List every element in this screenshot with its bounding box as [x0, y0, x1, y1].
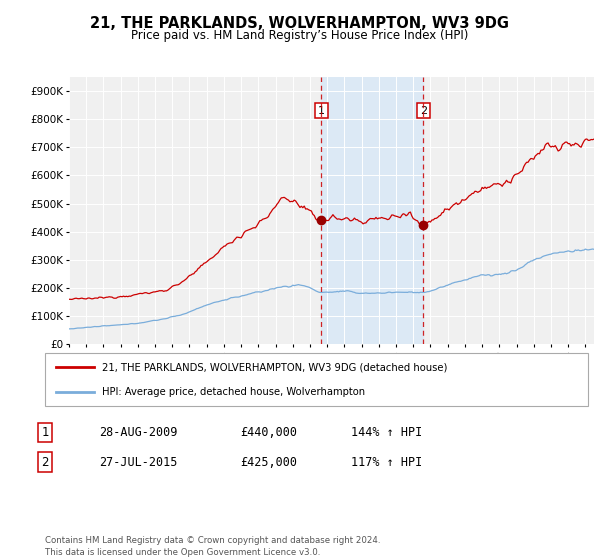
Text: 2: 2	[41, 455, 49, 469]
FancyBboxPatch shape	[45, 353, 588, 406]
Bar	[322, 77, 423, 344]
Text: 27-JUL-2015: 27-JUL-2015	[99, 455, 178, 469]
Text: Contains HM Land Registry data © Crown copyright and database right 2024.
This d: Contains HM Land Registry data © Crown c…	[45, 536, 380, 557]
Text: HPI: Average price, detached house, Wolverhampton: HPI: Average price, detached house, Wolv…	[102, 386, 365, 396]
Text: 144% ↑ HPI: 144% ↑ HPI	[351, 426, 422, 439]
Text: 2: 2	[420, 105, 427, 115]
Text: 1: 1	[41, 426, 49, 439]
Text: 21, THE PARKLANDS, WOLVERHAMPTON, WV3 9DG: 21, THE PARKLANDS, WOLVERHAMPTON, WV3 9D…	[91, 16, 509, 31]
Text: Price paid vs. HM Land Registry’s House Price Index (HPI): Price paid vs. HM Land Registry’s House …	[131, 29, 469, 42]
Text: £440,000: £440,000	[240, 426, 297, 439]
Text: £425,000: £425,000	[240, 455, 297, 469]
Text: 1: 1	[318, 105, 325, 115]
Text: 28-AUG-2009: 28-AUG-2009	[99, 426, 178, 439]
Text: 117% ↑ HPI: 117% ↑ HPI	[351, 455, 422, 469]
Text: 21, THE PARKLANDS, WOLVERHAMPTON, WV3 9DG (detached house): 21, THE PARKLANDS, WOLVERHAMPTON, WV3 9D…	[102, 362, 448, 372]
